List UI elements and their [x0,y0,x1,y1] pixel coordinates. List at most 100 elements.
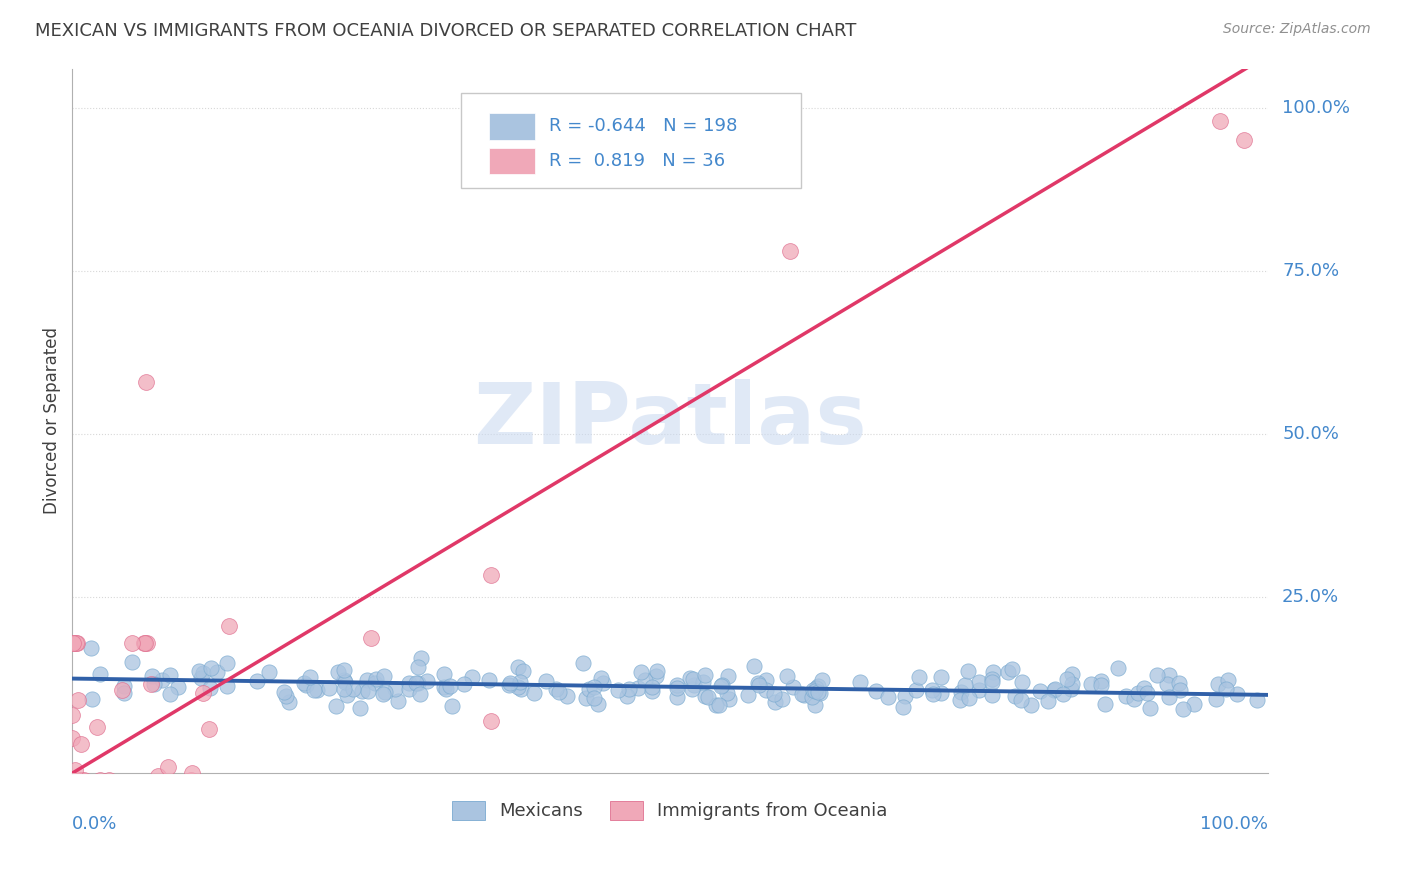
Text: 75.0%: 75.0% [1282,261,1340,280]
Point [747,675,769,690]
Point [350,684,373,698]
Point [1218,673,1240,687]
Point [710,678,733,692]
Point [1208,677,1230,691]
Point [755,683,778,698]
Point [967,682,990,697]
Text: Source: ZipAtlas.com: Source: ZipAtlas.com [1223,22,1371,37]
Point [65,636,87,650]
Y-axis label: Divorced or Separated: Divorced or Separated [44,327,60,515]
Point [336,688,359,702]
Point [737,688,759,702]
Point [950,685,973,699]
Point [409,687,432,701]
Point [742,658,765,673]
Point [159,668,181,682]
Point [981,675,1004,690]
Point [697,690,720,704]
Point [865,684,887,698]
Point [1170,682,1192,697]
Point [292,675,315,690]
Point [929,686,952,700]
Point [980,689,1002,703]
Point [405,676,427,690]
Point [121,655,143,669]
Point [478,673,501,688]
Point [1060,682,1083,697]
Legend: Mexicans, Immigrants from Oceania: Mexicans, Immigrants from Oceania [446,794,894,828]
Point [775,669,797,683]
Point [956,664,979,678]
Text: R =  0.819   N = 36: R = 0.819 N = 36 [550,152,725,170]
Point [333,673,356,687]
Point [619,681,641,696]
Point [1045,681,1067,696]
Point [295,678,318,692]
Point [134,636,156,650]
Point [1080,676,1102,690]
Point [302,682,325,697]
Point [1036,693,1059,707]
Point [371,687,394,701]
Point [66,693,89,707]
Point [710,679,733,693]
Point [180,766,202,780]
Point [180,772,202,787]
Point [479,568,502,582]
Point [1246,693,1268,707]
Point [800,690,823,705]
Point [806,679,828,693]
Point [589,671,612,685]
Point [342,681,364,696]
Point [65,636,87,650]
Point [360,632,382,646]
Point [98,772,121,787]
Point [1215,681,1237,696]
Point [762,687,785,701]
Point [748,678,770,692]
Point [1019,698,1042,712]
Point [333,675,356,690]
Point [717,669,740,683]
Text: ZIPatlas: ZIPatlas [472,379,868,462]
Point [1052,687,1074,701]
Point [1139,700,1161,714]
Point [647,664,669,678]
Point [790,687,813,701]
Point [82,692,104,706]
Bar [489,147,534,175]
Point [1011,675,1033,690]
Point [953,678,976,692]
Point [356,673,378,687]
Point [770,692,793,706]
Point [1060,667,1083,681]
Text: 100.0%: 100.0% [1282,99,1350,117]
Point [479,714,502,728]
Point [406,660,429,674]
Point [1115,689,1137,703]
Point [509,682,531,697]
Point [121,636,143,650]
Point [931,670,953,684]
Text: 50.0%: 50.0% [1282,425,1339,443]
Point [630,665,652,679]
Point [305,683,328,698]
Point [499,675,522,690]
Point [159,687,181,701]
Point [278,695,301,709]
Point [1042,682,1064,697]
Point [1090,678,1112,692]
Point [374,685,396,699]
Point [707,698,730,712]
Point [509,675,531,690]
Point [135,375,157,389]
Point [112,686,135,700]
Point [70,737,93,751]
Point [782,680,804,694]
Point [616,689,638,703]
Point [692,674,714,689]
Point [908,670,931,684]
Point [398,675,420,690]
Point [804,683,827,698]
Point [506,660,529,674]
